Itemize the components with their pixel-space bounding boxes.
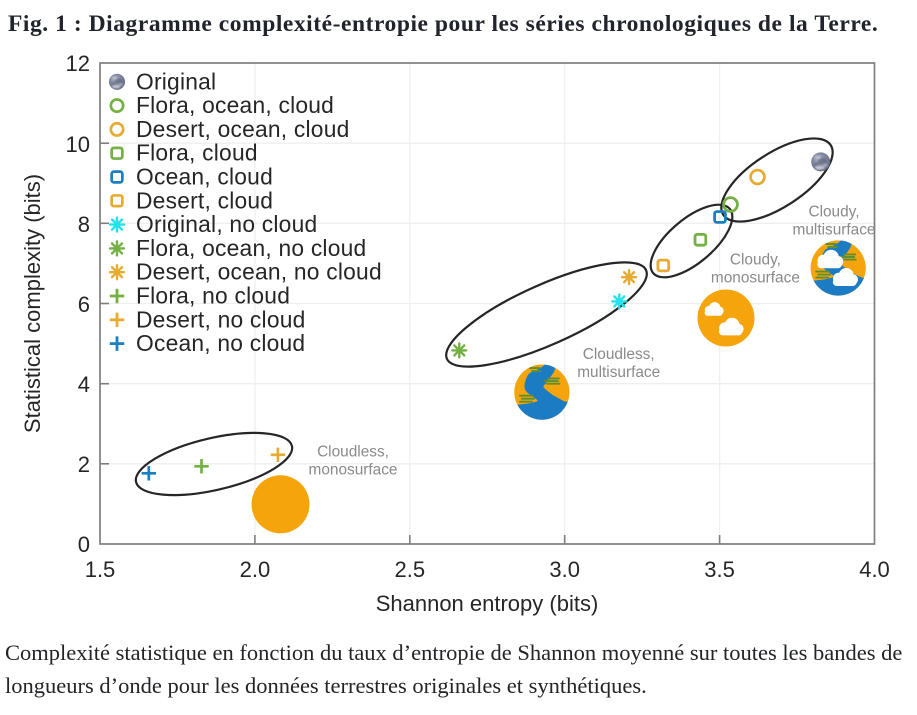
svg-text:Statistical complexity (bits): Statistical complexity (bits): [20, 174, 45, 433]
svg-text:6: 6: [78, 292, 90, 317]
svg-text:3.0: 3.0: [549, 557, 580, 582]
svg-text:2: 2: [78, 452, 90, 477]
svg-text:Cloudy,: Cloudy,: [730, 252, 781, 269]
svg-text:8: 8: [78, 212, 90, 237]
svg-text:multisurface: multisurface: [577, 364, 660, 381]
svg-text:multisurface: multisurface: [793, 221, 876, 238]
svg-text:3.5: 3.5: [704, 557, 735, 582]
svg-text:Cloudless,: Cloudless,: [317, 444, 389, 461]
svg-text:0: 0: [78, 532, 90, 557]
svg-text:Cloudless,: Cloudless,: [583, 346, 655, 363]
svg-text:Flora, ocean, no cloud: Flora, ocean, no cloud: [136, 235, 366, 261]
svg-text:Original, no cloud: Original, no cloud: [136, 211, 317, 237]
svg-text:Shannon entropy (bits): Shannon entropy (bits): [376, 591, 599, 616]
svg-text:Desert, no cloud: Desert, no cloud: [136, 306, 306, 332]
svg-text:Ocean, no cloud: Ocean, no cloud: [136, 330, 305, 356]
svg-text:12: 12: [66, 51, 90, 76]
svg-text:Cloudy,: Cloudy,: [808, 204, 859, 221]
svg-text:Desert, ocean, cloud: Desert, ocean, cloud: [136, 116, 350, 142]
svg-text:4: 4: [78, 372, 90, 397]
svg-text:Desert, cloud: Desert, cloud: [136, 187, 273, 213]
svg-text:Flora, no cloud: Flora, no cloud: [136, 283, 290, 309]
svg-text:monosurface: monosurface: [711, 269, 800, 286]
svg-text:2.0: 2.0: [240, 557, 271, 582]
svg-text:Flora, cloud: Flora, cloud: [136, 140, 258, 166]
svg-text:2.5: 2.5: [395, 557, 426, 582]
svg-text:Flora, ocean, cloud: Flora, ocean, cloud: [136, 92, 334, 118]
svg-text:Desert, ocean, no cloud: Desert, ocean, no cloud: [136, 259, 382, 285]
svg-text:10: 10: [66, 132, 90, 157]
svg-text:Ocean, cloud: Ocean, cloud: [136, 164, 273, 190]
svg-text:monosurface: monosurface: [309, 462, 398, 479]
svg-text:Original: Original: [136, 68, 216, 94]
svg-text:4.0: 4.0: [859, 557, 890, 582]
svg-text:1.5: 1.5: [85, 557, 116, 582]
